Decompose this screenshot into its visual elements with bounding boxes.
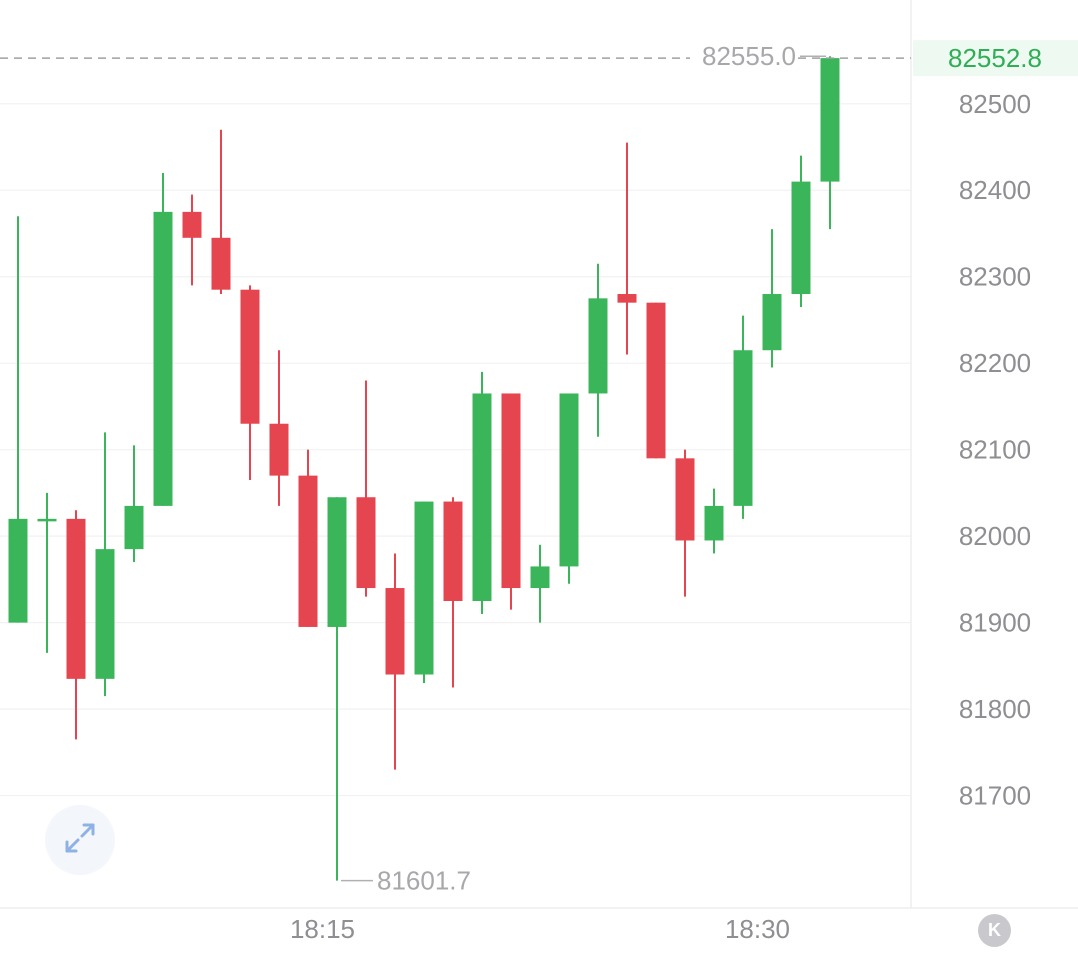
candle-body bbox=[327, 497, 347, 627]
grid-lines bbox=[0, 103, 911, 797]
candle bbox=[617, 142, 637, 355]
candle-body bbox=[95, 549, 115, 679]
candle-body bbox=[414, 501, 434, 675]
candle-body bbox=[8, 518, 28, 623]
expand-arrows-icon bbox=[60, 818, 100, 863]
y-tick-label: 82100 bbox=[959, 435, 1031, 465]
candle bbox=[153, 172, 173, 506]
candle bbox=[182, 194, 202, 286]
candle-body bbox=[356, 497, 376, 589]
x-axis-ticks: 18:15 18:30 bbox=[290, 914, 790, 944]
candle-body bbox=[733, 350, 753, 506]
candle bbox=[240, 285, 260, 480]
candle-body bbox=[704, 505, 724, 541]
candle-body bbox=[385, 588, 405, 675]
candle-body bbox=[675, 458, 695, 541]
candle-body bbox=[298, 475, 318, 627]
candle bbox=[646, 302, 666, 459]
y-tick-label: 82300 bbox=[959, 262, 1031, 292]
candle-body bbox=[617, 294, 637, 303]
current-price-background bbox=[913, 40, 1078, 77]
current-price-label: 82552.8 bbox=[948, 43, 1042, 73]
candle bbox=[66, 510, 86, 740]
candle-body bbox=[269, 423, 289, 476]
k-button-label: K bbox=[988, 920, 1001, 940]
y-tick-label: 82000 bbox=[959, 521, 1031, 551]
candle-body bbox=[124, 505, 144, 550]
candle-body bbox=[182, 211, 202, 238]
candle-body bbox=[530, 566, 550, 589]
candle bbox=[124, 445, 144, 563]
candle bbox=[704, 488, 724, 554]
high-label-background bbox=[690, 42, 798, 71]
candle bbox=[95, 432, 115, 697]
candle bbox=[298, 449, 318, 627]
candle-body bbox=[66, 518, 86, 679]
y-tick-label: 82400 bbox=[959, 175, 1031, 205]
candle bbox=[820, 56, 840, 230]
y-tick-label: 81900 bbox=[959, 608, 1031, 638]
candle bbox=[356, 380, 376, 597]
candle bbox=[211, 129, 231, 295]
candle-body bbox=[501, 393, 521, 589]
candles bbox=[8, 56, 840, 881]
candle-body bbox=[646, 302, 666, 459]
candle bbox=[675, 449, 695, 597]
y-tick-label: 82200 bbox=[959, 348, 1031, 378]
candle bbox=[501, 393, 521, 610]
y-tick-label: 81800 bbox=[959, 694, 1031, 724]
low-price-label: 81601.7 bbox=[377, 866, 471, 896]
y-tick-label: 81700 bbox=[959, 781, 1031, 811]
candle-body bbox=[153, 211, 173, 506]
candle-body bbox=[588, 298, 608, 394]
candle bbox=[37, 492, 57, 653]
k-button[interactable]: K bbox=[978, 914, 1011, 947]
y-axis-ticks: 81700 81800 81900 82000 82100 82200 82300 82400… bbox=[959, 89, 1031, 811]
candle bbox=[762, 229, 782, 368]
candle bbox=[414, 501, 434, 684]
candle bbox=[269, 350, 289, 506]
candle-body bbox=[820, 58, 840, 182]
expand-button[interactable] bbox=[45, 805, 115, 875]
candle-body bbox=[559, 393, 579, 567]
x-tick-label: 18:15 bbox=[290, 914, 355, 944]
candle bbox=[791, 155, 811, 307]
candle bbox=[8, 216, 28, 623]
current-price-tag: 82552.8 bbox=[913, 40, 1078, 77]
candle bbox=[327, 497, 347, 881]
candle bbox=[559, 393, 579, 584]
candle-body bbox=[240, 289, 260, 424]
candle-body bbox=[762, 294, 782, 351]
candle-body bbox=[37, 518, 57, 522]
candle bbox=[733, 315, 753, 519]
high-price-label: 82555.0 bbox=[702, 41, 796, 71]
candle bbox=[588, 263, 608, 437]
candle bbox=[385, 553, 405, 770]
candle-body bbox=[211, 237, 231, 290]
candle-body bbox=[443, 501, 463, 602]
high-low-annotations: 82555.0 81601.7 bbox=[341, 41, 826, 896]
candle-body bbox=[472, 393, 492, 602]
x-tick-label: 18:30 bbox=[725, 914, 790, 944]
candle-body bbox=[791, 181, 811, 295]
candle bbox=[443, 497, 463, 688]
y-tick-label: 82500 bbox=[959, 89, 1031, 119]
candle bbox=[530, 544, 550, 623]
candle bbox=[472, 371, 492, 614]
